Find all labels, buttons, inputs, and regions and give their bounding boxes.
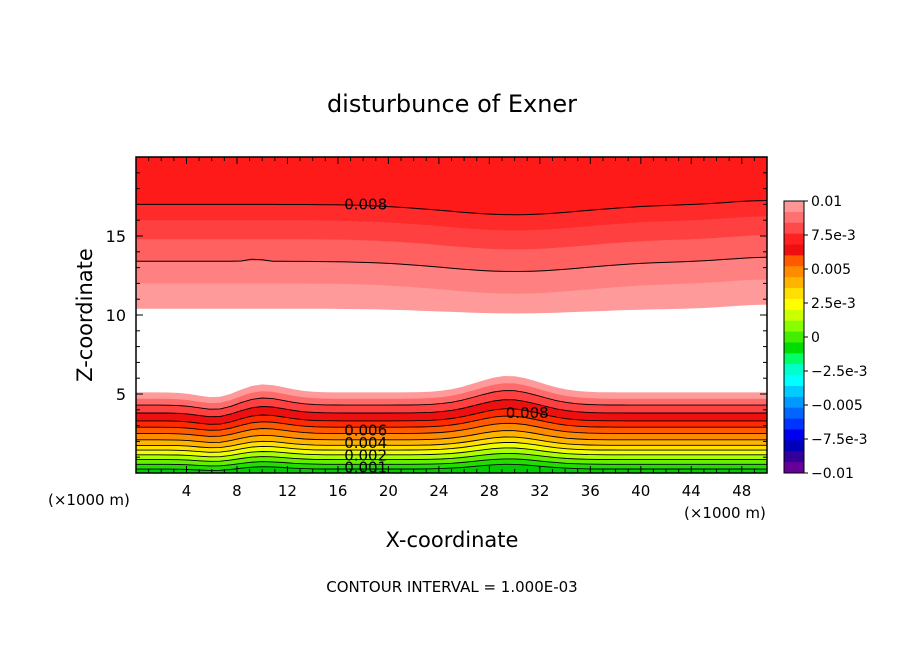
- colorbar-swatch: [784, 342, 804, 354]
- colorbar-tick-label: −0.01: [811, 466, 854, 482]
- contour-line-lower: [136, 442, 767, 453]
- colorbar-tick-label: −2.5e-3: [811, 364, 868, 380]
- colorbar-swatch: [784, 244, 804, 256]
- colorbar-swatch: [784, 266, 804, 278]
- contour-line-lower: [136, 463, 768, 471]
- contour-line-lower: [136, 447, 767, 458]
- contour-label: 0.006: [344, 421, 387, 439]
- colorbar-swatch: [784, 309, 804, 322]
- x-axis-ticks: 4 8 12 16 20 24 28 32 36 40 44 48: [135, 157, 768, 500]
- colorbar-tick-label: 0.005: [811, 262, 851, 278]
- x-tick-label: 16: [328, 482, 347, 500]
- contour-label: 0.004: [344, 434, 387, 452]
- colorbar-swatch: [784, 277, 804, 289]
- x-tick-label: 40: [631, 482, 650, 500]
- x-tick-label: 8: [232, 482, 242, 500]
- x-tick-label: 12: [278, 482, 297, 500]
- colorbar-swatch: [784, 320, 804, 333]
- contour-line-lower: [136, 430, 767, 443]
- x-tick-label: 4: [182, 482, 192, 500]
- contour-line-lower: [136, 390, 767, 410]
- contour-line-lower: [136, 422, 767, 437]
- colorbar-swatch: [784, 211, 804, 224]
- colorbar-swatch: [784, 451, 804, 463]
- x-tick-label: 48: [732, 482, 751, 500]
- colorbar-swatch: [784, 201, 804, 213]
- colorbar-swatch: [784, 429, 804, 441]
- x-unit-note-right: (×1000 m): [684, 504, 766, 522]
- contour-lines: [136, 200, 768, 471]
- contour-line-lower: [136, 415, 767, 431]
- contour-label: 0.008: [506, 404, 549, 422]
- colorbar-swatch: [784, 222, 804, 235]
- colorbar-swatch: [784, 418, 804, 430]
- contour-label: 0.002: [344, 447, 387, 465]
- colorbar-swatch: [784, 375, 804, 387]
- chart-title: disturbunce of Exner: [327, 90, 577, 118]
- contour-line-lower: [136, 436, 767, 449]
- x-tick-label: 28: [480, 482, 499, 500]
- y-axis-label: Z-coordinate: [73, 248, 97, 382]
- contour-band-lower: [136, 464, 767, 473]
- contour-interval-footer: CONTOUR INTERVAL = 1.000E-03: [326, 578, 577, 596]
- colorbar-swatch: [784, 407, 804, 420]
- y-axis-ticks: 5 10 15: [106, 156, 767, 474]
- contour-line-upper: [136, 256, 768, 273]
- colorbar-swatch: [784, 255, 804, 267]
- contour-line-upper: [136, 200, 768, 216]
- contour-line-lower: [136, 408, 767, 425]
- x-tick-label: 36: [581, 482, 600, 500]
- x-tick-label: 24: [429, 482, 448, 500]
- contour-line-lower: [136, 458, 767, 467]
- y-tick-label: 15: [106, 227, 126, 246]
- colorbar-tick-label: −7.5e-3: [811, 432, 868, 448]
- colorbar-swatch: [784, 288, 804, 300]
- colorbar-swatch: [784, 298, 804, 311]
- colorbar: 0.01 7.5e-3 0.005 2.5e-3 0 −2.5e-3 −0.005 −7.5e…: [783, 194, 868, 482]
- contour-line-lower: [136, 452, 767, 462]
- colorbar-swatch: [784, 462, 804, 474]
- colorbar-tick-label: 2.5e-3: [811, 296, 856, 312]
- colorbar-swatch: [784, 353, 804, 365]
- contour-band-upper: [136, 157, 767, 215]
- colorbar-swatch: [784, 440, 804, 452]
- contour-line-lower: [136, 399, 767, 418]
- colorbar-swatch: [784, 233, 804, 246]
- colorbar-tick-label: 0: [811, 330, 820, 346]
- contour-label: 0.001: [344, 458, 387, 476]
- colorbar-swatch: [784, 331, 804, 343]
- colorbar-tick-label: −0.005: [811, 398, 863, 414]
- contour-label: 0.008: [344, 195, 387, 213]
- x-tick-label: 20: [379, 482, 398, 500]
- x-tick-label: 44: [682, 482, 701, 500]
- colorbar-swatch: [784, 385, 804, 398]
- x-tick-label: 32: [530, 482, 549, 500]
- colorbar-tick-label: 7.5e-3: [811, 228, 856, 244]
- colorbar-swatch: [784, 364, 804, 376]
- colorbar-tick-label: 0.01: [811, 194, 842, 210]
- x-axis-label: X-coordinate: [386, 528, 519, 552]
- x-unit-note-left: (×1000 m): [48, 491, 130, 509]
- y-tick-label: 5: [116, 385, 126, 404]
- y-tick-label: 10: [106, 306, 126, 325]
- colorbar-swatch: [784, 396, 804, 409]
